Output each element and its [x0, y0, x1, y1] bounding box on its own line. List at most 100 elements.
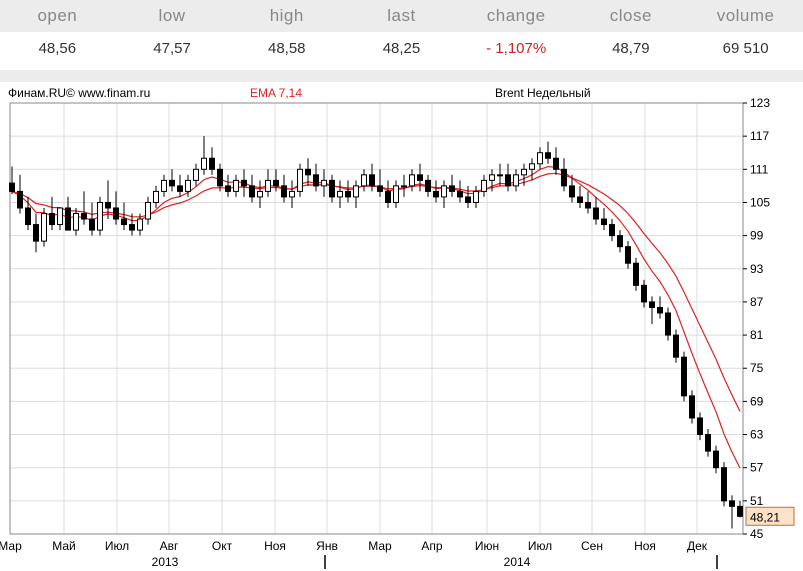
quote-value-close: 48,79 — [573, 32, 689, 64]
candle-body-down — [281, 185, 287, 198]
candle-body-down — [433, 190, 439, 198]
quote-header-open: open — [0, 0, 115, 32]
candle-body-down — [49, 213, 55, 226]
candle-body-down — [81, 213, 87, 220]
candle-body-down — [713, 450, 719, 469]
x-tick-label: Апр — [421, 539, 443, 553]
candle-body-up — [265, 179, 271, 192]
candle-body-up — [41, 213, 47, 242]
candle-body-up — [185, 179, 191, 192]
candle-body-up — [393, 185, 399, 203]
candle-body-down — [449, 185, 455, 192]
candle-body-down — [209, 157, 215, 170]
x-tick-label: Ноя — [634, 539, 656, 553]
candle-body-down — [545, 152, 551, 159]
quote-value-last: 48,25 — [344, 32, 459, 64]
candle-body-up — [73, 213, 79, 231]
candle-body-down — [705, 434, 711, 452]
candle-body-down — [601, 218, 607, 226]
x-tick-label: Сен — [581, 539, 603, 553]
x-tick-label: Ноя — [264, 539, 286, 553]
candle-body-down — [129, 224, 135, 231]
candle-body-up — [145, 201, 151, 220]
candle-body-down — [169, 179, 175, 187]
x-year-label: 2013 — [152, 555, 179, 569]
last-price-marker: 48,21 — [745, 506, 795, 526]
candle-body-down — [681, 356, 687, 397]
candle-body-down — [657, 306, 663, 314]
candle-body-up — [401, 185, 407, 188]
candle-body-up — [257, 190, 263, 198]
candle-body-down — [273, 179, 279, 187]
candle-body-up — [289, 190, 295, 198]
candle-body-down — [673, 334, 679, 358]
candle-body-up — [97, 201, 103, 231]
candle-body-down — [369, 174, 375, 187]
last-price-box — [745, 506, 795, 526]
candle-body-down — [697, 417, 703, 436]
candle-body-down — [617, 235, 623, 248]
candle-body-down — [593, 207, 599, 220]
candle-body-down — [425, 179, 431, 192]
candle-body-down — [569, 185, 575, 198]
candle-body-up — [321, 179, 327, 187]
candle-body-down — [465, 196, 471, 203]
candle-body-down — [345, 190, 351, 198]
candlesticks — [9, 136, 743, 529]
candle-body-up — [137, 218, 143, 231]
candle-body-up — [153, 190, 159, 203]
candle-body-up — [521, 168, 527, 176]
x-year-label: 2014 — [504, 555, 531, 569]
candle-body-down — [177, 185, 183, 192]
plot-frame — [9, 102, 744, 535]
quote-header-high: high — [229, 0, 345, 32]
candle-body-down — [649, 301, 655, 308]
quote-header-last: last — [344, 0, 459, 32]
x-tick-label: Июл — [528, 539, 552, 553]
candle-body-down — [113, 207, 119, 220]
candle-body-down — [225, 185, 231, 192]
candle-body-up — [497, 174, 503, 177]
candle-body-down — [665, 312, 671, 336]
candle-body-down — [377, 185, 383, 192]
candle-body-down — [689, 395, 695, 419]
candle-body-down — [241, 179, 247, 187]
candle-body-down — [729, 500, 735, 507]
candle-body-down — [217, 168, 223, 187]
x-tick-label: Июл — [105, 539, 129, 553]
y-tick-label: 69 — [750, 394, 764, 408]
y-tick-label: 117 — [750, 129, 769, 143]
candle-body-down — [25, 207, 31, 226]
chart-source-label: Финам.RU© www.finam.ru — [8, 86, 150, 100]
candle-body-down — [641, 284, 647, 303]
quote-value-low: 47,57 — [114, 32, 230, 64]
candle-body-down — [305, 168, 311, 176]
x-tick-label: Июн — [475, 539, 499, 553]
candle-body-up — [441, 185, 447, 198]
candle-body-up — [201, 157, 207, 170]
candle-body-up — [489, 174, 495, 181]
y-tick-label: 99 — [750, 229, 764, 243]
candle-body-down — [561, 168, 567, 187]
x-tick-label: Дек — [687, 539, 708, 553]
candle-body-down — [17, 190, 23, 209]
candle-body-up — [57, 207, 63, 226]
candle-body-up — [481, 179, 487, 192]
candle-body-down — [553, 157, 559, 170]
candle-body-up — [529, 163, 535, 170]
y-tick-label: 81 — [750, 328, 764, 342]
quote-header-low: low — [114, 0, 230, 32]
candle-body-up — [409, 174, 415, 187]
candle-body-down — [417, 174, 423, 181]
chart-instrument-label: Brent Недельный — [495, 86, 591, 100]
candle-body-down — [105, 201, 111, 209]
x-tick-label: Окт — [212, 539, 233, 553]
candle-body-up — [161, 179, 167, 192]
candle-body-down — [577, 196, 583, 203]
x-tick-label: Янв — [316, 539, 338, 553]
quote-value-change: - 1,107% — [458, 32, 574, 64]
x-axis: Мар Май Июл Авг Окт Ноя Янв Мар Апр Июн Июл Сен Ноя Д… — [0, 539, 718, 569]
y-tick-label: 93 — [750, 262, 764, 276]
x-tick-label: Май — [52, 539, 76, 553]
candle-body-down — [33, 224, 39, 242]
